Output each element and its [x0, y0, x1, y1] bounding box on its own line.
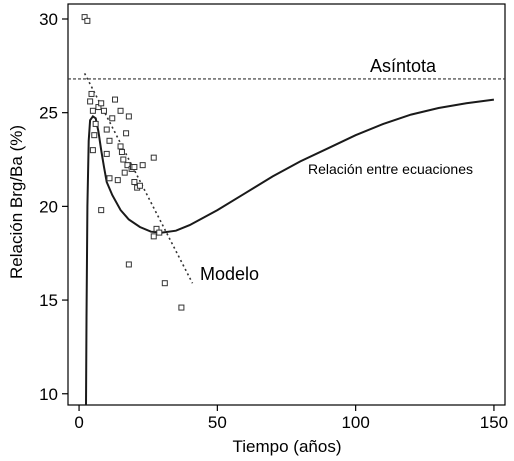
scatter-point [89, 147, 96, 154]
scatter-point [121, 169, 128, 176]
scatter-point [106, 137, 113, 144]
scatter-point [156, 229, 163, 236]
x-tick-label: 100 [341, 413, 369, 432]
scatter-point [109, 115, 116, 122]
scatter-point [112, 96, 119, 103]
scatter-point [98, 207, 105, 214]
scatter-point [103, 126, 110, 133]
scatter-point [114, 177, 121, 184]
scatter-point [100, 107, 107, 114]
scatter-point [87, 98, 94, 105]
y-axis-label: Relación Brg/Ba (%) [7, 125, 26, 279]
axes [67, 3, 506, 406]
scatter-point [131, 164, 138, 171]
scatter-point [125, 261, 132, 268]
y-tick-label: 25 [39, 104, 58, 123]
scatter-point [150, 154, 157, 161]
scatter-point [150, 233, 157, 240]
scatter-point [125, 113, 132, 120]
scatter-point [117, 143, 124, 150]
model-dotted-line [83, 72, 194, 284]
x-tick-label: 150 [480, 413, 508, 432]
scatter-point [98, 100, 105, 107]
scatter-point [106, 175, 113, 182]
scatter-point [123, 130, 130, 137]
scatter-point [118, 149, 125, 156]
scatter-point [91, 132, 98, 139]
scatter-point [136, 182, 143, 189]
scatter-point [88, 90, 95, 97]
y-tick-label: 15 [39, 291, 58, 310]
model-label: Modelo [200, 264, 259, 284]
scatter-point [131, 179, 138, 186]
model-line [83, 72, 194, 284]
scatter-point [117, 107, 124, 114]
y-tick-label: 10 [39, 385, 58, 404]
scatter-point [124, 162, 131, 169]
x-tick-label: 0 [74, 413, 83, 432]
x-tick-label: 50 [208, 413, 227, 432]
scatter-point [92, 120, 99, 127]
scatter-points [81, 14, 185, 311]
plot-frame [67, 3, 506, 406]
y-tick-label: 30 [39, 10, 58, 29]
scatter-point [103, 150, 110, 157]
x-axis-label: Tiempo (años) [233, 437, 342, 456]
ticks: 0 50 100 150 10 15 20 25 30 [39, 10, 508, 432]
y-tick-label: 20 [39, 197, 58, 216]
scatter-point [120, 156, 127, 163]
scatter-point [161, 280, 168, 287]
relation-curve [85, 98, 495, 406]
scatter-point [139, 162, 146, 169]
relation-curve-line [85, 98, 495, 406]
scatter-point [84, 17, 91, 24]
scatter-point [178, 304, 185, 311]
scatter-point [89, 107, 96, 114]
curve-label: Relación entre ecuaciones [308, 161, 473, 177]
asymptote-label: Asíntota [370, 56, 437, 76]
